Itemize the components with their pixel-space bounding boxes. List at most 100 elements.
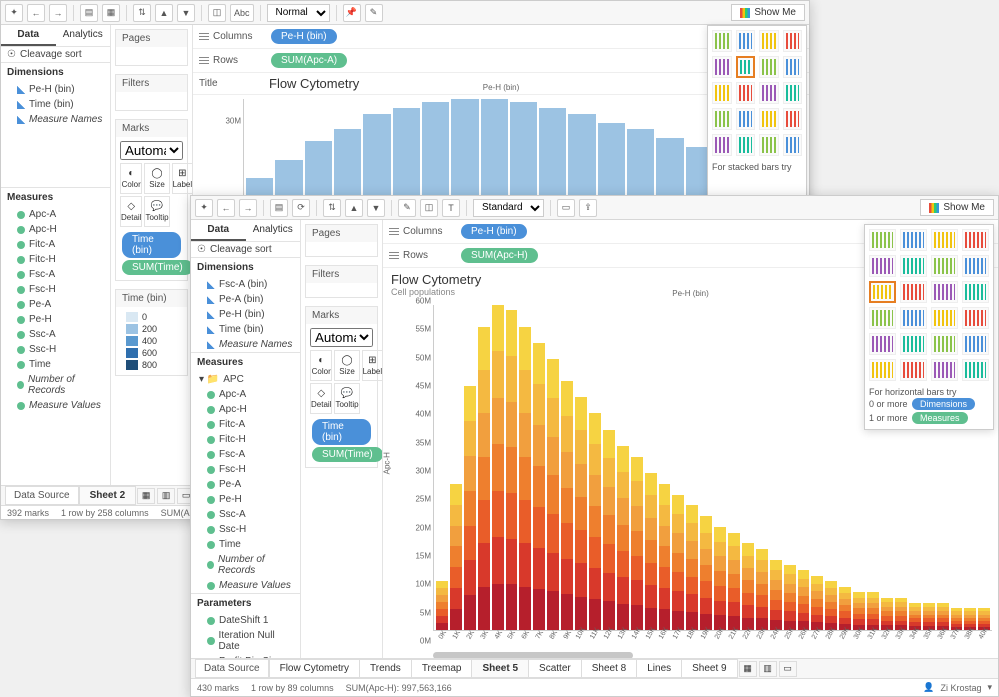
showme-chart-type[interactable]: [783, 30, 803, 52]
sheet-tab[interactable]: Sheet 9: [681, 659, 737, 678]
showme-chart-type[interactable]: [736, 30, 756, 52]
bar[interactable]: 29K: [839, 587, 851, 630]
bar[interactable]: 9K: [561, 381, 573, 630]
field-item[interactable]: Fitc-A: [1, 237, 110, 252]
field-item[interactable]: Apc-H: [1, 222, 110, 237]
logo-icon[interactable]: ✦: [5, 4, 23, 22]
fit-select[interactable]: Normal: [267, 4, 330, 22]
new-dash-icon[interactable]: ▥: [759, 661, 777, 677]
bar[interactable]: 11K: [589, 413, 601, 630]
new-sheet-icon[interactable]: ▦: [739, 661, 757, 677]
bar[interactable]: 12K: [603, 430, 615, 630]
marks-type-select[interactable]: Automatic: [310, 328, 373, 347]
fit-select[interactable]: Standard: [473, 199, 544, 217]
marks-tooltip[interactable]: 💬Tooltip: [144, 196, 169, 227]
showme-chart-type[interactable]: [736, 108, 756, 130]
bar[interactable]: 6K: [519, 327, 531, 630]
field-item[interactable]: Fitc-H: [191, 432, 300, 447]
back-icon[interactable]: ←: [217, 199, 235, 217]
field-item[interactable]: DateShift 1: [191, 613, 300, 628]
field-item[interactable]: Ssc-A: [191, 507, 300, 522]
present-icon[interactable]: ▭: [557, 199, 575, 217]
bar[interactable]: 13K: [617, 446, 629, 630]
bar[interactable]: 14K: [631, 457, 643, 630]
field-item[interactable]: Fitc-A: [191, 417, 300, 432]
field-item[interactable]: Apc-H: [191, 402, 300, 417]
field-item[interactable]: Fsc-H: [1, 282, 110, 297]
sort-desc-icon[interactable]: ▼: [177, 4, 195, 22]
bar[interactable]: 30K: [853, 592, 865, 630]
showme-chart-type[interactable]: [962, 333, 989, 355]
marks-label[interactable]: ⊞Label: [362, 350, 383, 381]
sheet-tab[interactable]: Lines: [636, 659, 682, 678]
rows-pill[interactable]: SUM(Apc-H): [461, 248, 538, 263]
marks-size[interactable]: ◯Size: [144, 163, 169, 194]
field-item[interactable]: Measure Names: [1, 112, 110, 127]
fwd-icon[interactable]: →: [49, 4, 67, 22]
marks-type-select[interactable]: Automatic: [120, 141, 183, 160]
showme-chart-type[interactable]: [712, 82, 732, 104]
bar[interactable]: 33K: [895, 598, 907, 631]
showme-chart-type[interactable]: [931, 281, 958, 303]
field-item[interactable]: Number of Records: [191, 552, 300, 578]
showme-button[interactable]: Show Me: [731, 4, 805, 21]
sheet-tab[interactable]: Trends: [359, 659, 412, 678]
bar[interactable]: 38K: [964, 608, 976, 630]
text-icon[interactable]: T: [442, 199, 460, 217]
showme-chart-type[interactable]: [783, 134, 803, 156]
marks-tooltip[interactable]: 💬Tooltip: [334, 383, 359, 414]
datasource-item[interactable]: ☉ Cleavage sort: [191, 242, 300, 257]
bar[interactable]: 4K: [492, 305, 504, 630]
rows-pill[interactable]: SUM(Apc-A): [271, 53, 347, 68]
data-source-tab[interactable]: Data Source: [195, 659, 269, 678]
showme-button[interactable]: Show Me: [920, 199, 994, 216]
highlight-icon[interactable]: ✎: [398, 199, 416, 217]
bar[interactable]: 19K: [700, 516, 712, 630]
field-item[interactable]: Measure Values: [191, 578, 300, 593]
showme-chart-type[interactable]: [931, 359, 958, 381]
bar[interactable]: 40K: [978, 608, 990, 630]
showme-chart-type[interactable]: [712, 134, 732, 156]
field-item[interactable]: Ssc-H: [1, 342, 110, 357]
columns-pill[interactable]: Pe-H (bin): [461, 224, 527, 239]
showme-chart-type[interactable]: [869, 281, 896, 303]
marks-detail[interactable]: ◇Detail: [120, 196, 142, 227]
showme-chart-type[interactable]: [712, 30, 732, 52]
bar[interactable]: 7K: [533, 343, 545, 630]
legend-item[interactable]: 0: [120, 311, 183, 323]
bar[interactable]: 16K: [659, 484, 671, 630]
showme-chart-type[interactable]: [869, 333, 896, 355]
bar[interactable]: 3K: [478, 327, 490, 630]
showme-chart-type[interactable]: [962, 359, 989, 381]
showme-chart-type[interactable]: [962, 281, 989, 303]
sort-asc-icon[interactable]: ▲: [345, 199, 363, 217]
showme-chart-type[interactable]: [931, 307, 958, 329]
showme-chart-type[interactable]: [869, 255, 896, 277]
columns-pill[interactable]: Pe-H (bin): [271, 29, 337, 44]
bar[interactable]: 32K: [881, 598, 893, 631]
marks-color[interactable]: ◐Color: [310, 350, 332, 381]
marks-size[interactable]: ◯Size: [334, 350, 359, 381]
logo-icon[interactable]: ✦: [195, 199, 213, 217]
sheet-tab[interactable]: Flow Cytometry: [269, 659, 360, 678]
field-item[interactable]: Time (bin): [1, 97, 110, 112]
marks-color[interactable]: ◐Color: [120, 163, 142, 194]
bar[interactable]: 0K: [436, 581, 448, 630]
marks-pill[interactable]: SUM(Time): [122, 260, 193, 275]
sheet-tab[interactable]: Treemap: [411, 659, 473, 678]
field-item[interactable]: Fsc-A: [1, 267, 110, 282]
showme-chart-type[interactable]: [736, 82, 756, 104]
bar[interactable]: 21K: [728, 533, 740, 631]
showme-chart-type[interactable]: [783, 56, 803, 78]
group-icon[interactable]: ◫: [420, 199, 438, 217]
showme-chart-type[interactable]: [759, 108, 779, 130]
field-item[interactable]: Number of Records: [1, 372, 110, 398]
showme-chart-type[interactable]: [900, 229, 927, 251]
marks-label[interactable]: ⊞Label: [172, 163, 193, 194]
bar[interactable]: 15K: [645, 473, 657, 630]
field-item[interactable]: Pe-H (bin): [191, 307, 300, 322]
showme-chart-type[interactable]: [900, 359, 927, 381]
tab-analytics[interactable]: Analytics: [56, 25, 111, 46]
showme-chart-type[interactable]: [931, 333, 958, 355]
save-icon[interactable]: ▤: [80, 4, 98, 22]
